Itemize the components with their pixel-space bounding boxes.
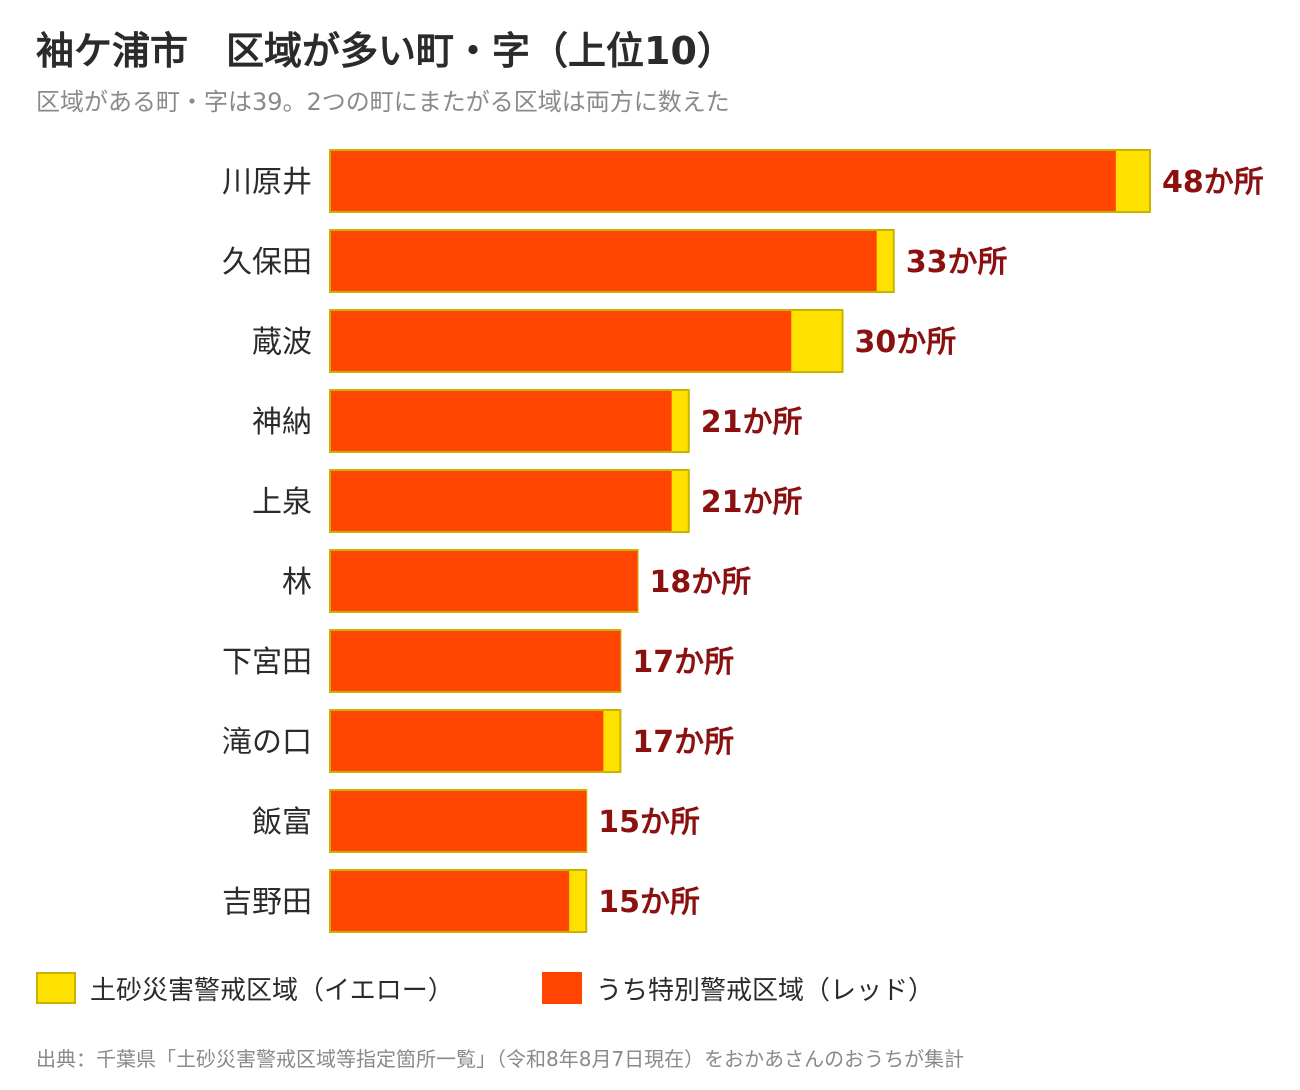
value-label: 21か所	[701, 485, 803, 520]
bar-red	[331, 871, 570, 931]
category-label: 林	[282, 565, 312, 600]
bar-red	[331, 711, 604, 771]
value-label: 17か所	[632, 725, 734, 760]
legend-red-swatch	[542, 972, 582, 1004]
bar-red	[331, 231, 877, 291]
bar-red	[331, 631, 621, 691]
legend-red-label: うち特別警戒区域（レッド）	[596, 975, 935, 1006]
value-label: 33か所	[906, 245, 1008, 280]
category-label: 上泉	[252, 485, 312, 520]
bar-red	[331, 551, 638, 611]
chart-title: 袖ケ浦市 区域が多い町・字（上位10）	[36, 29, 735, 73]
value-label: 17か所	[632, 645, 734, 680]
legend-yellow: 土砂災害警戒区域（イエロー）	[36, 970, 454, 1006]
legend-yellow-swatch	[36, 972, 76, 1004]
value-label: 15か所	[598, 885, 700, 920]
value-label: 48か所	[1162, 165, 1264, 200]
source-note: 出典：千葉県「土砂災害警戒区域等指定箇所一覧」（令和8年8月7日現在）をおかあさ…	[36, 1047, 965, 1071]
category-label: 蔵波	[252, 325, 312, 360]
legend-red: うち特別警戒区域（レッド）	[542, 970, 934, 1006]
bar-red	[331, 151, 1116, 211]
value-label: 21か所	[701, 405, 803, 440]
category-label: 飯富	[252, 805, 312, 840]
bar-red	[331, 791, 587, 851]
category-label: 川原井	[222, 165, 312, 200]
category-label: 下宮田	[222, 645, 312, 680]
bar-red	[331, 471, 672, 531]
legend-yellow-label: 土砂災害警戒区域（イエロー）	[90, 975, 454, 1006]
chart-subtitle: 区域がある町・字は39。2つの町にまたがる区域は両方に数えた	[36, 88, 730, 116]
bar-red	[331, 311, 792, 371]
category-label: 吉野田	[222, 885, 312, 920]
bar-red	[331, 391, 672, 451]
value-label: 30か所	[855, 325, 957, 360]
category-label: 滝の口	[222, 725, 312, 760]
category-label: 神納	[252, 405, 312, 440]
value-label: 15か所	[598, 805, 700, 840]
value-label: 18か所	[650, 565, 752, 600]
category-label: 久保田	[222, 245, 312, 280]
